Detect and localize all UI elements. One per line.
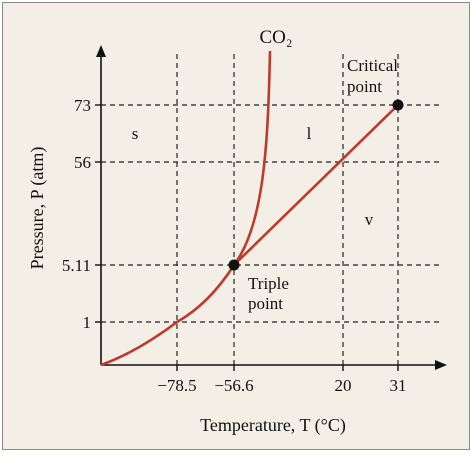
x-axis-arrow	[435, 360, 447, 370]
critical-point-label-line1: Critical	[347, 56, 398, 75]
vaporization-curve	[233, 104, 399, 266]
x-tick-label: −56.6	[214, 376, 253, 395]
y-axis-arrow	[96, 45, 106, 57]
axes: −78.5 −56.6 20 31 1 5.11 56 73	[62, 45, 447, 395]
y-tick-label: 73	[74, 96, 91, 115]
x-axis-label: Temperature, T (°C)	[200, 415, 346, 436]
x-tick-label: −78.5	[157, 376, 196, 395]
chart-title: CO₂	[259, 27, 292, 48]
region-label-s: s	[132, 124, 139, 143]
y-tick-label: 56	[74, 153, 91, 172]
sublimation-curve	[100, 264, 236, 367]
phase-curves	[100, 50, 404, 367]
triple-point-label-line1: Triple	[248, 274, 289, 293]
x-tick-label: 20	[335, 376, 352, 395]
region-label-l: l	[307, 124, 312, 143]
y-axis-label: Pressure, P (atm)	[27, 147, 48, 270]
critical-point-marker	[392, 99, 404, 111]
x-tick-label: 31	[390, 376, 407, 395]
y-tick-label: 1	[83, 313, 92, 332]
grid-lines	[101, 51, 439, 365]
region-label-v: v	[365, 210, 374, 229]
triple-point-label-line2: point	[248, 294, 283, 313]
critical-point-label-line2: point	[347, 77, 382, 96]
y-tick-label: 5.11	[62, 256, 91, 275]
triple-point-marker	[228, 259, 240, 271]
melting-curve	[232, 50, 272, 266]
chart-frame: −78.5 −56.6 20 31 1 5.11 56 73 Triple point Criti…	[2, 2, 470, 450]
